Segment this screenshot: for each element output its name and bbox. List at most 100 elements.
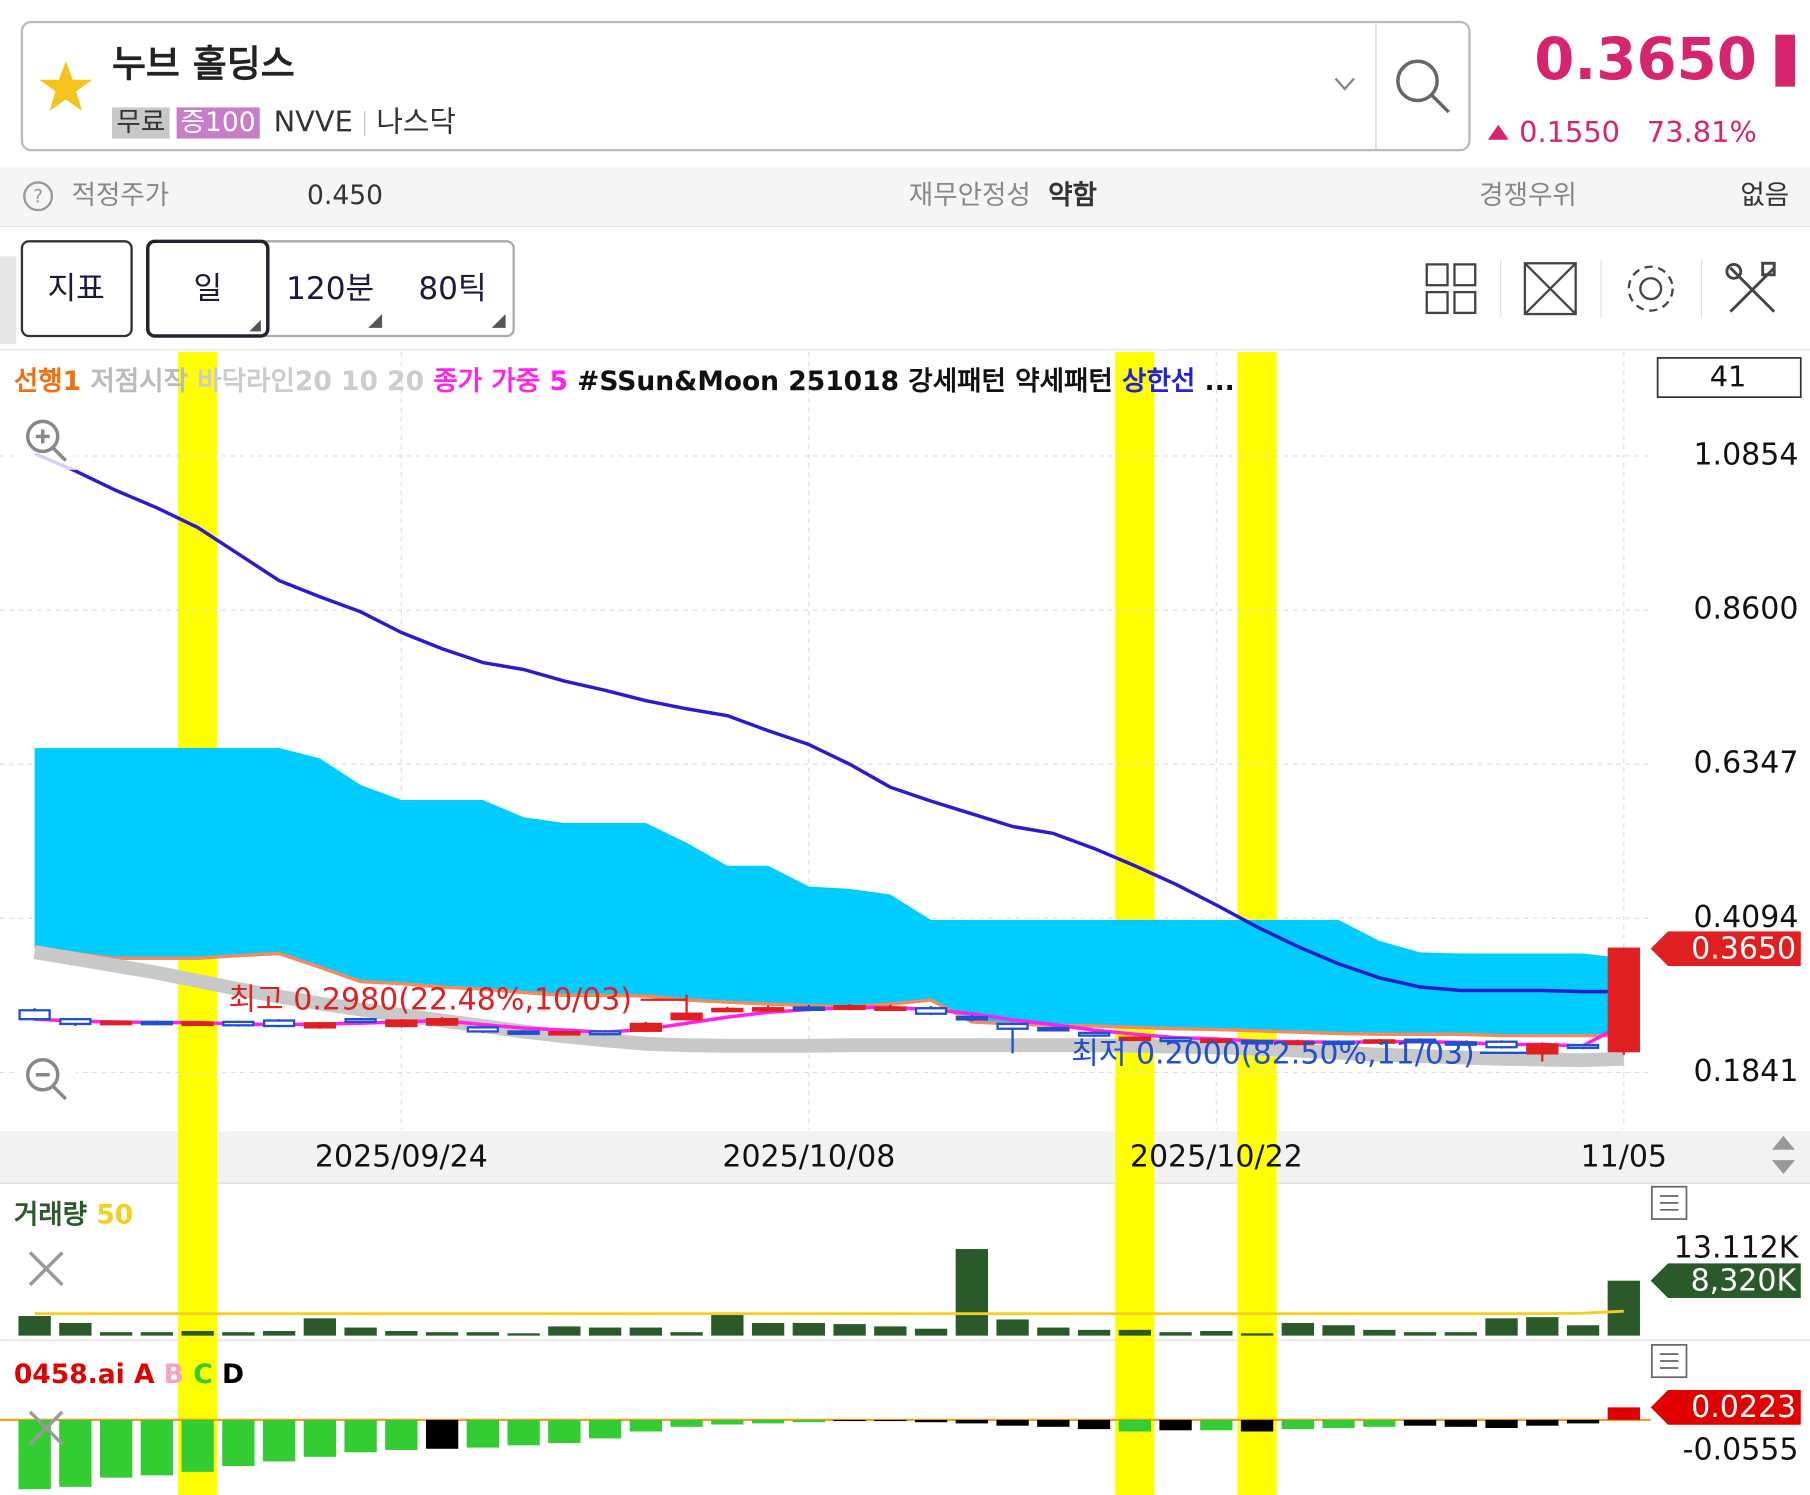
candle-body bbox=[711, 1007, 744, 1013]
zoom-out[interactable] bbox=[16, 1048, 77, 1109]
bar bbox=[792, 1419, 826, 1423]
info-label: 경쟁우위 bbox=[1479, 180, 1577, 211]
info-value: 없음 bbox=[1740, 180, 1789, 211]
button-label[interactable]: 120분 bbox=[286, 271, 374, 307]
candle-body bbox=[996, 1022, 1029, 1030]
candle-body bbox=[1037, 1026, 1070, 1032]
legend-item: B bbox=[164, 1358, 184, 1389]
bar bbox=[914, 1419, 948, 1423]
help-icon[interactable] bbox=[23, 181, 54, 212]
bar bbox=[425, 1332, 459, 1336]
bar bbox=[1566, 1419, 1600, 1424]
candle-body bbox=[1526, 1043, 1559, 1055]
legend-item: 저점시작 bbox=[90, 366, 188, 397]
stock-card[interactable] bbox=[20, 20, 1471, 152]
layout-icon[interactable] bbox=[1425, 263, 1477, 315]
scroll-arrows[interactable] bbox=[1771, 1135, 1795, 1175]
average-line bbox=[34, 1309, 1624, 1316]
bar bbox=[1444, 1419, 1477, 1427]
legend-item: 거래량 bbox=[14, 1199, 87, 1230]
current-value-label: 0.0223 bbox=[1691, 1390, 1796, 1425]
current-value-label: 8,320K bbox=[1691, 1263, 1798, 1298]
bar bbox=[629, 1327, 663, 1336]
bar bbox=[874, 1326, 907, 1336]
bar bbox=[1159, 1419, 1192, 1431]
current-value-tag bbox=[1650, 1263, 1801, 1299]
candle-body bbox=[1159, 1037, 1192, 1043]
period-box[interactable] bbox=[1656, 357, 1802, 399]
bar bbox=[1281, 1322, 1314, 1336]
legend-item: A bbox=[134, 1358, 155, 1389]
zoom-in[interactable] bbox=[16, 409, 77, 470]
favorite-star[interactable] bbox=[39, 61, 93, 111]
price-bar bbox=[1775, 34, 1795, 87]
current-value-label: 0.3650 bbox=[1691, 931, 1796, 966]
bar bbox=[1118, 1419, 1151, 1432]
y-tick-label: 0.6347 bbox=[1693, 746, 1798, 781]
bar bbox=[507, 1333, 540, 1336]
bar bbox=[1281, 1419, 1314, 1430]
price-change: 0.1550 bbox=[1519, 115, 1620, 149]
candle-body bbox=[1077, 1031, 1111, 1037]
period-selected[interactable] bbox=[146, 239, 270, 338]
bar bbox=[466, 1332, 500, 1336]
bar bbox=[1037, 1327, 1070, 1336]
bar bbox=[914, 1328, 948, 1336]
candle-body bbox=[1485, 1040, 1518, 1049]
legend-item: C bbox=[193, 1358, 212, 1389]
bar bbox=[1485, 1419, 1518, 1428]
candle-body bbox=[181, 1021, 214, 1027]
bar bbox=[385, 1331, 418, 1336]
button-label[interactable]: 80틱 bbox=[418, 271, 486, 307]
dropdown[interactable] bbox=[1334, 77, 1355, 91]
cloud-edge bbox=[34, 944, 1624, 1038]
ticker: NVVE bbox=[274, 105, 353, 139]
bar bbox=[955, 1249, 988, 1336]
series-line bbox=[33, 451, 1624, 994]
close-panel[interactable] bbox=[28, 1410, 64, 1446]
bar bbox=[792, 1322, 826, 1336]
candle-body bbox=[1281, 1040, 1314, 1046]
bar bbox=[425, 1419, 459, 1449]
bar bbox=[751, 1322, 785, 1336]
side-tab[interactable] bbox=[0, 256, 17, 345]
panel-menu[interactable] bbox=[1650, 1344, 1688, 1379]
fullscreen-icon[interactable] bbox=[1523, 262, 1577, 316]
current-value-tag bbox=[1650, 931, 1801, 967]
date-axis-bg bbox=[0, 1131, 1810, 1184]
bar bbox=[1607, 1407, 1640, 1420]
bar bbox=[507, 1419, 540, 1446]
bar bbox=[1322, 1325, 1355, 1336]
candle-body bbox=[466, 1026, 500, 1033]
candle-body bbox=[1403, 1038, 1437, 1044]
bar bbox=[99, 1332, 133, 1336]
y-tick-label: 0.4094 bbox=[1693, 900, 1798, 935]
bar bbox=[1485, 1318, 1518, 1336]
tools-icon[interactable] bbox=[1725, 261, 1776, 313]
panel-menu[interactable] bbox=[1650, 1185, 1688, 1220]
bar bbox=[1566, 1325, 1600, 1336]
bar bbox=[181, 1331, 214, 1336]
info-row bbox=[0, 167, 1810, 226]
bar bbox=[18, 1419, 51, 1490]
indicator-button[interactable] bbox=[20, 240, 133, 338]
low-annotation: 최저 0.2000(82.50%,11/03) bbox=[1071, 1037, 1475, 1072]
bar bbox=[996, 1319, 1029, 1336]
bar bbox=[1403, 1332, 1437, 1336]
candle-body bbox=[1200, 1038, 1233, 1044]
bar bbox=[955, 1419, 988, 1424]
series-line bbox=[33, 945, 1625, 1068]
bar bbox=[1322, 1419, 1355, 1428]
candle-body bbox=[18, 1009, 51, 1021]
settings-icon[interactable] bbox=[1627, 265, 1674, 312]
candle-body bbox=[1363, 1039, 1396, 1044]
bar bbox=[222, 1332, 255, 1336]
close-panel[interactable] bbox=[28, 1251, 64, 1287]
bar bbox=[588, 1419, 622, 1439]
info-label: 적정주가 bbox=[72, 180, 170, 211]
candle-body bbox=[344, 1018, 377, 1024]
legend-item: 바닥라인20 10 20 bbox=[197, 366, 424, 397]
search-button[interactable] bbox=[1396, 59, 1450, 114]
period-box-value: 41 bbox=[1710, 360, 1747, 394]
candle-body bbox=[262, 1019, 296, 1028]
